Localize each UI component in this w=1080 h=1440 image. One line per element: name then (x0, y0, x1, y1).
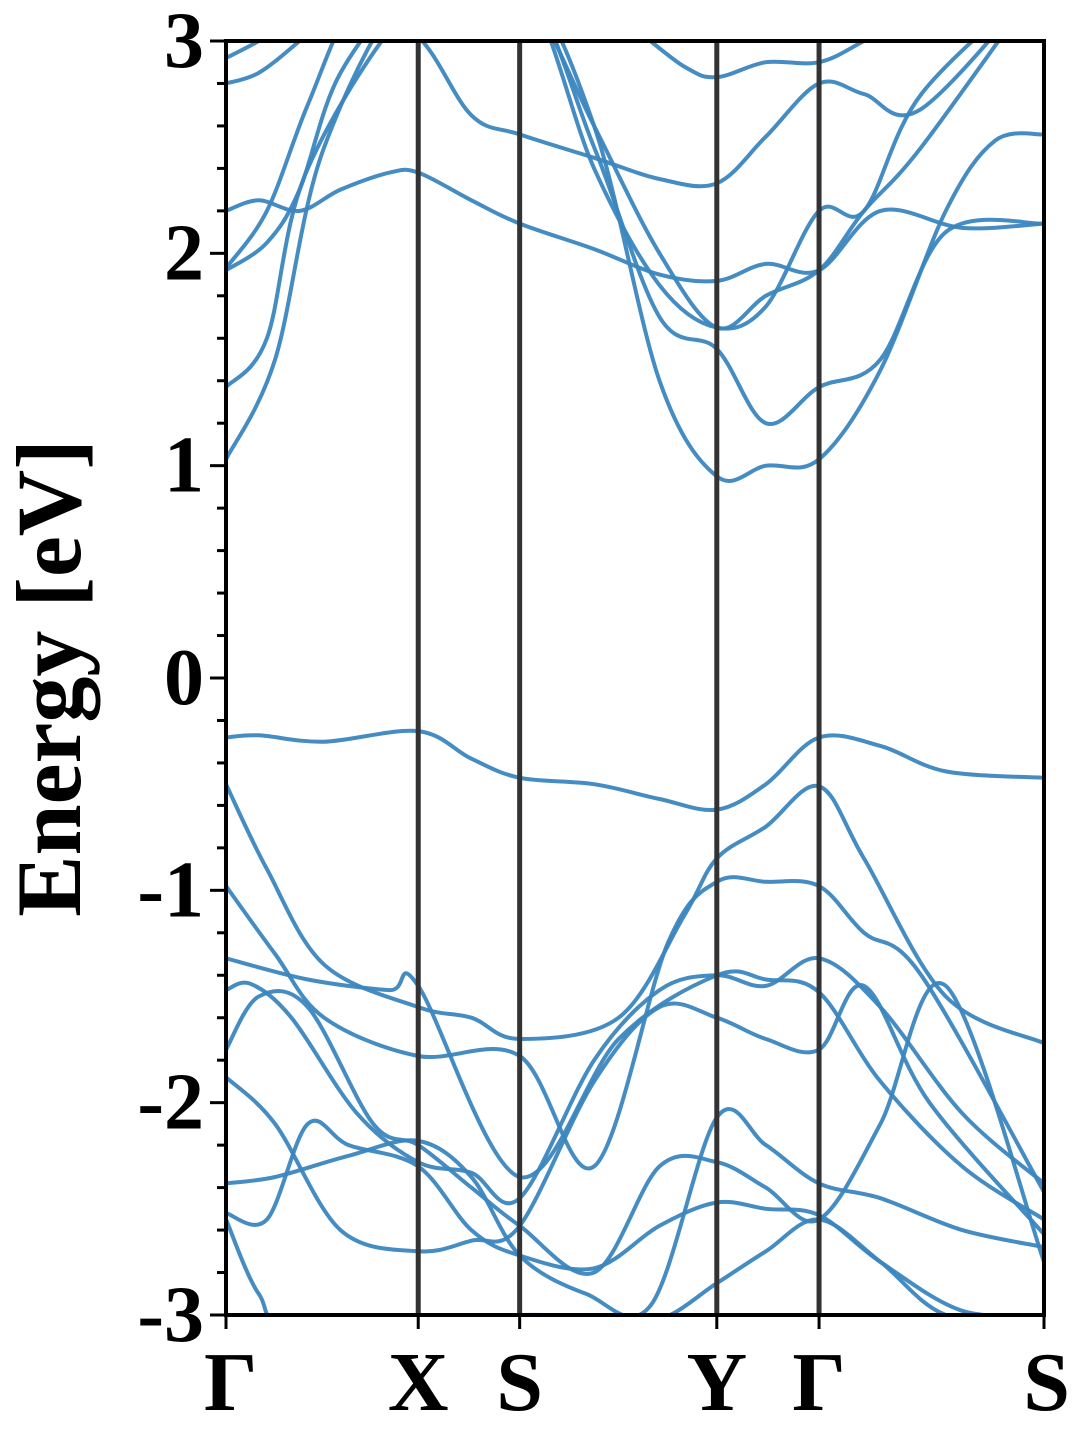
y-tick-label: 2 (164, 209, 204, 297)
band-line-8 (226, 1107, 1044, 1315)
k-point-label: Γ (204, 1336, 257, 1429)
band-line-16 (226, 41, 992, 189)
y-tick-label: 1 (164, 422, 204, 510)
y-tick-label: 3 (164, 0, 204, 85)
band-line-1 (226, 728, 1044, 813)
band-line-3 (226, 875, 1044, 1193)
band-line-2 (226, 783, 1044, 1046)
band-line-4 (226, 956, 1044, 1222)
band-line-15 (226, 41, 976, 331)
bands-layer (226, 41, 1044, 1315)
band-line-6 (226, 981, 1044, 1276)
y-tick-label: -2 (137, 1059, 204, 1147)
axes-frame (224, 39, 1046, 1317)
k-point-label: S (1023, 1336, 1070, 1429)
plot-frame (224, 39, 1046, 1317)
y-axis-label: Energy [eV] (0, 439, 100, 917)
y-tick-label: 0 (164, 634, 204, 722)
band-line-10 (226, 1217, 953, 1315)
k-point-dividers (415, 41, 822, 1315)
k-point-label: Γ (792, 1336, 845, 1429)
band-line-11 (226, 41, 1044, 483)
k-point-label: X (388, 1336, 449, 1429)
band-line-17 (226, 41, 869, 80)
band-line-13 (226, 167, 1044, 284)
band-line-7 (226, 983, 1044, 1254)
y-tick-label: -3 (137, 1271, 204, 1359)
k-point-label: S (496, 1336, 543, 1429)
y-axis-ticks: -3 -2 -1 0 1 2 3 (137, 0, 226, 1359)
y-tick-label: -1 (137, 846, 204, 934)
band-line-9 (226, 1118, 1044, 1315)
k-point-label: Y (686, 1336, 747, 1429)
